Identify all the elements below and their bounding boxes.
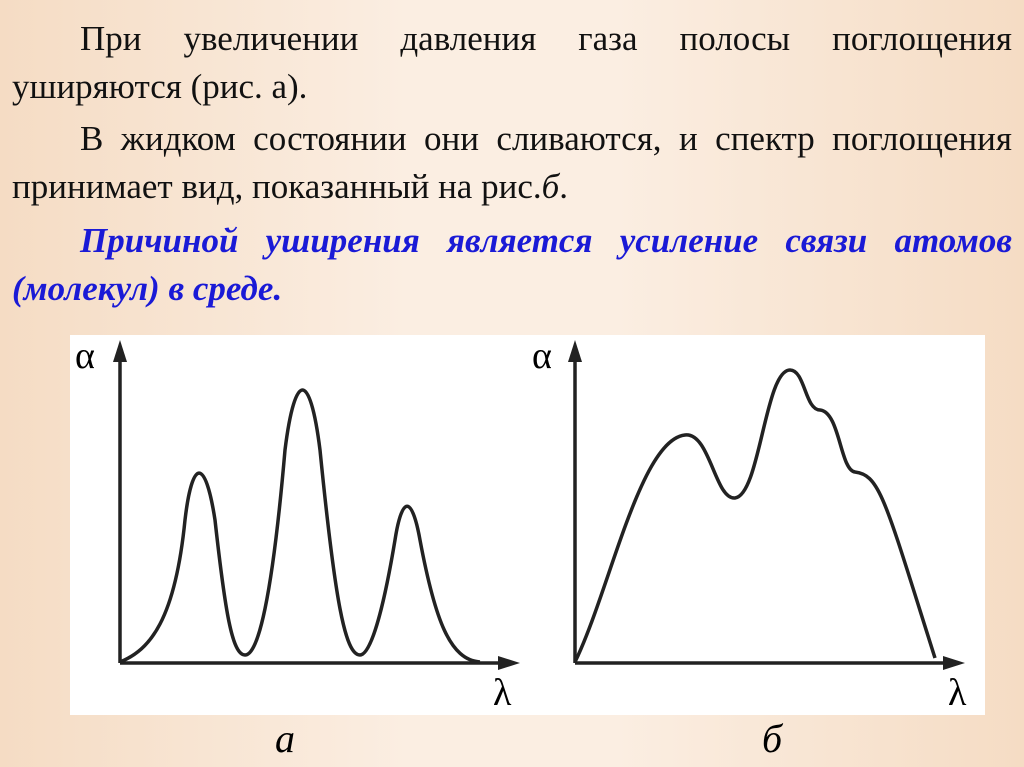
paragraph: В жидком состоянии они сливаются, и спек…: [12, 115, 1012, 211]
arrow: [943, 656, 965, 670]
arrow: [113, 340, 127, 362]
figure-caption: б: [762, 716, 784, 761]
x-axis-label: λ: [948, 672, 967, 714]
y-axis-label: α: [75, 335, 95, 377]
figure-a: [113, 340, 520, 670]
paragraph-text: В жидком состоянии они сливаются, и спек…: [12, 119, 1012, 206]
absorption-curve: [119, 388, 481, 664]
arrow: [498, 656, 520, 670]
figure-b: [568, 340, 965, 670]
paragraph: Причиной уширения является усиление связ…: [12, 217, 1012, 313]
figure-caption: а: [275, 716, 295, 761]
paragraph-text: При увеличении давления газа полосы погл…: [12, 19, 1012, 106]
paragraph: При увеличении давления газа полосы погл…: [12, 15, 1012, 111]
paragraph-text: Причиной уширения является усиление связ…: [12, 221, 1012, 308]
figure-ref: б: [541, 167, 560, 206]
y-axis-label: α: [532, 335, 552, 377]
figure-background: [70, 335, 985, 715]
x-axis-label: λ: [493, 672, 512, 714]
arrow: [568, 340, 582, 362]
punctuation: .: [559, 167, 568, 206]
absorption-curve: [573, 368, 937, 663]
